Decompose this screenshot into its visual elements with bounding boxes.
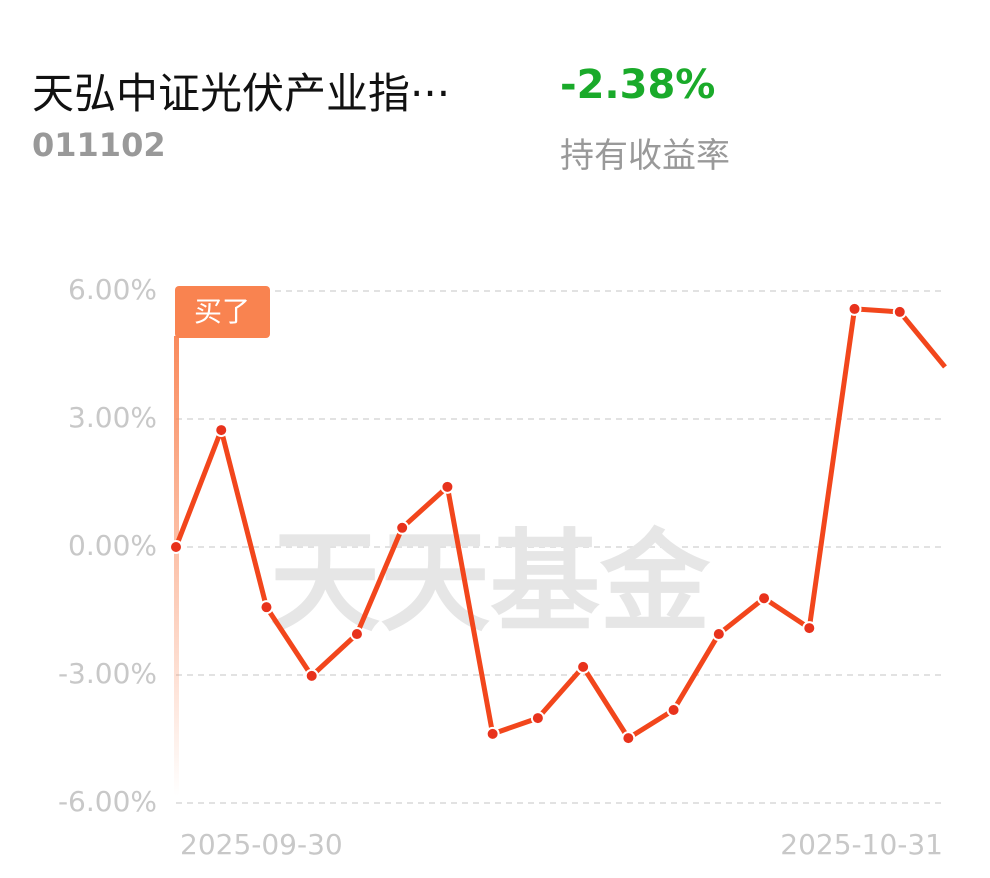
point: [395, 520, 410, 535]
fund-name: 天弘中证光伏产业指···: [32, 69, 451, 118]
point: [711, 627, 726, 642]
y-tick-label: 0.00%: [68, 529, 157, 562]
point: [304, 668, 319, 683]
point: [259, 600, 274, 615]
return-label: 持有收益率: [560, 136, 730, 176]
y-tick-label: 6.00%: [68, 273, 157, 306]
point: [802, 621, 817, 636]
y-tick-label: -6.00%: [58, 785, 157, 818]
point: [169, 540, 183, 554]
point: [349, 627, 364, 642]
buy-label: 买了: [194, 295, 250, 328]
buy-tag: [175, 286, 270, 338]
point: [485, 726, 500, 741]
fund-code: 011102: [32, 126, 166, 164]
buy-line: [174, 336, 179, 796]
point: [576, 659, 591, 674]
x-tick-label: 2025-10-31: [780, 828, 943, 861]
point: [666, 702, 681, 717]
watermark: 天天基金: [270, 518, 711, 646]
point: [892, 304, 907, 319]
point: [621, 731, 636, 746]
point: [530, 711, 545, 726]
point: [847, 301, 862, 316]
line: [173, 306, 947, 741]
y-tick-label: 3.00%: [68, 401, 157, 434]
point: [214, 423, 229, 438]
point: [440, 479, 455, 494]
y-tick-label: -3.00%: [58, 657, 157, 690]
x-tick-label: 2025-09-30: [180, 828, 343, 861]
return-value: -2.38%: [560, 62, 716, 108]
point: [757, 591, 772, 606]
